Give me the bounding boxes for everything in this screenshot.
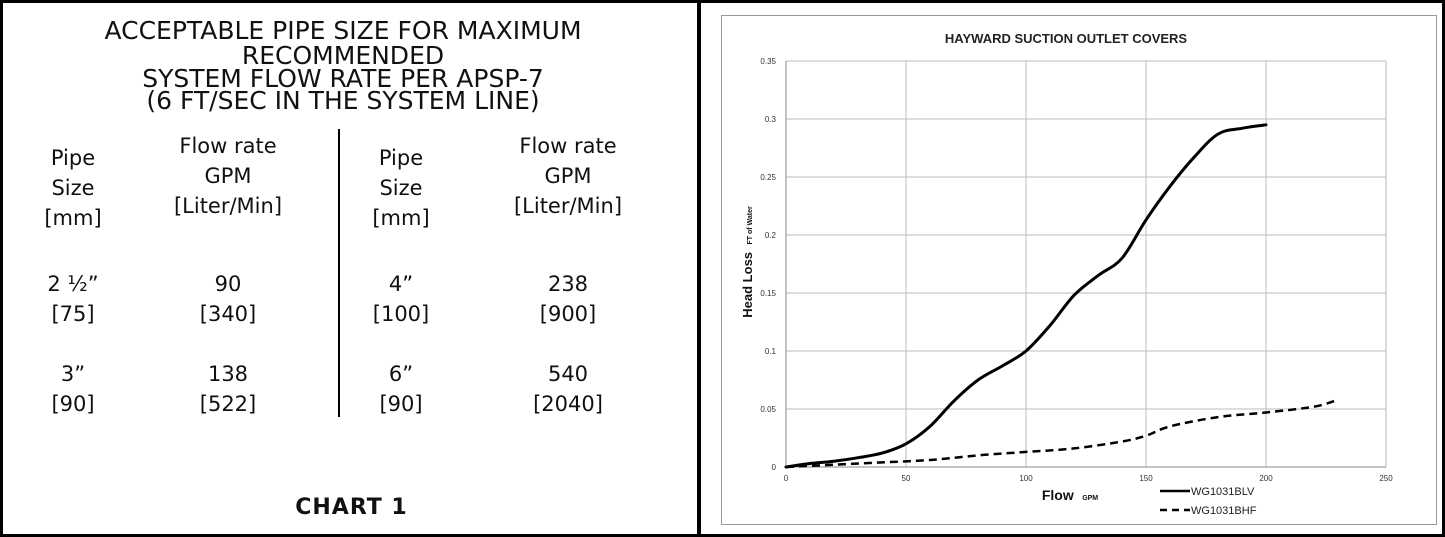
flow-lpm: [340] bbox=[199, 302, 257, 326]
series-line-wg1031bhf bbox=[785, 398, 1339, 469]
gridlines bbox=[785, 60, 1387, 468]
table-cell-flow: 90 [340] bbox=[153, 269, 303, 329]
column-divider bbox=[338, 129, 340, 417]
flow-lpm: [522] bbox=[199, 392, 257, 416]
y-tick-label: 0.35 bbox=[760, 57, 776, 66]
y-tick-label: 0.1 bbox=[765, 347, 777, 356]
header-flow-label: Flow rate bbox=[179, 134, 277, 158]
header-pipe-label: Pipe bbox=[50, 146, 96, 170]
header-pipe-2: Pipe Size [mm] bbox=[361, 143, 441, 233]
flow-gpm: 138 bbox=[207, 362, 249, 386]
legend-label: WG1031BHF bbox=[1191, 505, 1257, 517]
y-tick-label: 0 bbox=[772, 463, 777, 472]
table-cell-flow: 138 [522] bbox=[153, 359, 303, 419]
y-tick-label: 0.15 bbox=[760, 289, 776, 298]
table-cell-size: 2 ½” [75] bbox=[33, 269, 113, 329]
header-mm-label: [mm] bbox=[44, 206, 102, 230]
pipe-size-inch: 3” bbox=[60, 362, 86, 386]
y-tick-label: 0.2 bbox=[765, 231, 777, 240]
x-tick-label: 200 bbox=[1259, 474, 1273, 483]
header-lpm-label: [Liter/Min] bbox=[513, 194, 623, 218]
x-axis-label: Flow GPM bbox=[1042, 487, 1098, 504]
table-cell-size: 4” [100] bbox=[361, 269, 441, 329]
pipe-size-panel: ACCEPTABLE PIPE SIZE FOR MAXIMUM RECOMME… bbox=[0, 0, 697, 537]
table-title-line-1: ACCEPTABLE PIPE SIZE FOR MAXIMUM bbox=[104, 16, 582, 45]
legend: WG1031BLV WG1031BHF bbox=[1160, 486, 1257, 517]
header-mm-label: [mm] bbox=[372, 206, 430, 230]
x-tick-label: 100 bbox=[1019, 474, 1033, 483]
table-title-line-2: RECOMMENDED bbox=[241, 41, 445, 70]
y-axis-label: Head Loss FT of Water bbox=[739, 206, 756, 318]
y-axis-unit: FT of Water bbox=[747, 206, 754, 245]
header-flow-1: Flow rate GPM [Liter/Min] bbox=[153, 131, 303, 221]
chart-frame bbox=[721, 15, 1437, 525]
header-pipe-label: Pipe bbox=[378, 146, 424, 170]
header-gpm-label: GPM bbox=[544, 164, 592, 188]
header-gpm-label: GPM bbox=[204, 164, 252, 188]
x-tick-label: 150 bbox=[1139, 474, 1153, 483]
panel-divider bbox=[697, 0, 701, 537]
table-cell-size: 3” [90] bbox=[33, 359, 113, 419]
pipe-size-inch: 4” bbox=[388, 272, 414, 296]
series-line-wg1031blv bbox=[784, 123, 1268, 469]
header-flow-label: Flow rate bbox=[519, 134, 617, 158]
pipe-size-inch: 6” bbox=[388, 362, 414, 386]
header-flow-2: Flow rate GPM [Liter/Min] bbox=[493, 131, 643, 221]
flow-gpm: 238 bbox=[547, 272, 589, 296]
table-title-line-4: (6 FT/SEC IN THE SYSTEM LINE) bbox=[146, 86, 540, 115]
pipe-size-inch: 2 ½” bbox=[47, 272, 99, 296]
x-tick-label: 50 bbox=[902, 474, 911, 483]
x-axis-unit: GPM bbox=[1082, 495, 1098, 502]
chart-title: HAYWARD SUCTION OUTLET COVERS bbox=[945, 31, 1188, 46]
table-title-line-3: SYSTEM FLOW RATE PER APSP-7 bbox=[142, 64, 544, 93]
pipe-size-mm: [100] bbox=[372, 302, 430, 326]
flow-lpm: [2040] bbox=[533, 392, 603, 416]
table-cell-size: 6” [90] bbox=[361, 359, 441, 419]
table-cell-flow: 238 [900] bbox=[493, 269, 643, 329]
x-tick-label: 0 bbox=[784, 474, 789, 483]
series-lines bbox=[784, 123, 1339, 469]
tick-labels: 0 50 100 150 200 250 0 0.05 0.1 0.15 0.2 0.25 0.3 0.3… bbox=[760, 57, 1393, 483]
legend-label: WG1031BLV bbox=[1191, 486, 1255, 498]
flow-gpm: 90 bbox=[214, 272, 242, 296]
flow-lpm: [900] bbox=[539, 302, 597, 326]
header-pipe-1: Pipe Size [mm] bbox=[33, 143, 113, 233]
x-tick-label: 250 bbox=[1379, 474, 1393, 483]
y-tick-label: 0.3 bbox=[765, 115, 777, 124]
header-size-label: Size bbox=[51, 176, 95, 200]
chart-caption: CHART 1 bbox=[295, 495, 408, 520]
header-lpm-label: [Liter/Min] bbox=[173, 194, 283, 218]
pipe-size-mm: [90] bbox=[51, 392, 95, 416]
header-size-label: Size bbox=[379, 176, 423, 200]
y-tick-label: 0.05 bbox=[760, 405, 776, 414]
flow-gpm: 540 bbox=[547, 362, 589, 386]
x-axis-title: Flow bbox=[1042, 487, 1074, 503]
y-axis-title: Head Loss bbox=[740, 252, 755, 318]
pipe-size-mm: [75] bbox=[51, 302, 95, 326]
table-cell-flow: 540 [2040] bbox=[493, 359, 643, 419]
y-tick-label: 0.25 bbox=[760, 173, 776, 182]
chart-panel bbox=[701, 0, 1445, 537]
pipe-size-mm: [90] bbox=[379, 392, 423, 416]
